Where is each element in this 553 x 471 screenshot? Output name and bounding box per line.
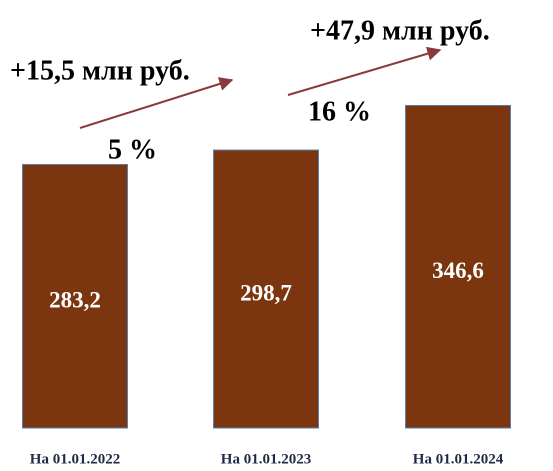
bar	[22, 163, 128, 429]
annotation: 5 %	[108, 134, 157, 165]
x-tick-label: На 01.01.2024	[413, 451, 504, 467]
x-tick-label: На 01.01.2023	[221, 451, 311, 467]
value-label: 346,6	[432, 258, 484, 283]
annotation: 16 %	[308, 96, 371, 127]
bar	[213, 149, 319, 429]
value-label: 298,7	[240, 280, 292, 305]
growth-arrow	[287, 46, 442, 96]
value-label: 283,2	[49, 288, 101, 313]
x-tick-label: На 01.01.2022	[30, 451, 120, 467]
bar	[405, 104, 511, 429]
annotation: +47,9 млн руб.	[310, 15, 490, 46]
annotation: +15,5 млн руб.	[10, 55, 190, 86]
growth-arrow	[79, 77, 234, 129]
